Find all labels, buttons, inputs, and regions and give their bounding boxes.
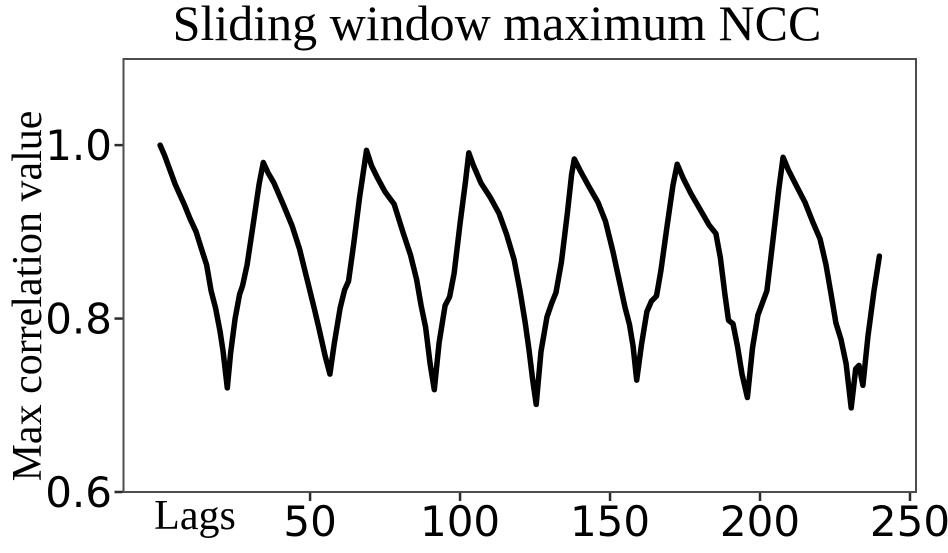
chart-title: Sliding window maximum NCC (172, 0, 822, 51)
y-tick-label: 0.8 (45, 295, 112, 344)
x-tick-label: 100 (420, 497, 500, 546)
x-tick-label: 200 (720, 497, 800, 546)
x-axis-label: Lags (154, 493, 236, 539)
plot-frame (122, 58, 917, 493)
y-tick-label: 0.6 (45, 468, 112, 517)
ncc-line (157, 142, 883, 411)
y-tick-label: 1.0 (45, 121, 112, 170)
x-tick-label: 150 (570, 497, 650, 546)
x-tick-label: 50 (283, 497, 336, 546)
x-tick-label: 250 (870, 497, 948, 546)
